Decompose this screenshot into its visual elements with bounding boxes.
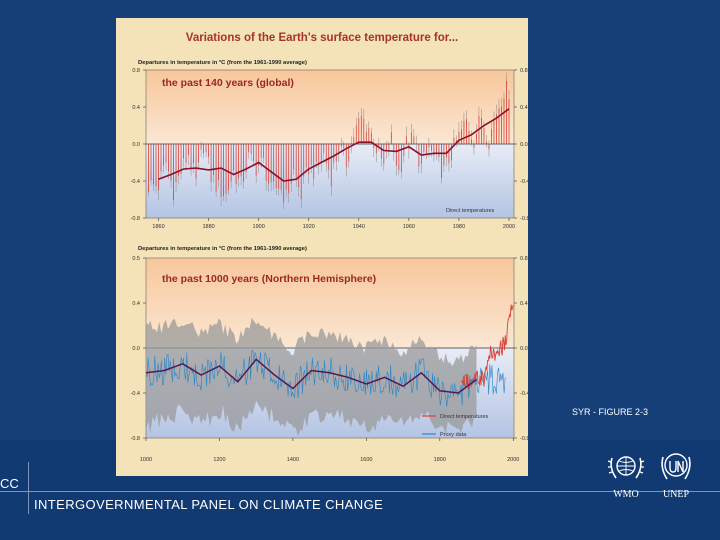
chart1-ytick-label-left: 0.0 [132, 142, 140, 148]
chart1-ytick-label: 0.8 [520, 68, 528, 74]
chart2-xtick-label: 1800 [434, 457, 446, 463]
org-name: INTERGOVERNMENTAL PANEL ON CLIMATE CHANG… [34, 497, 384, 512]
chart2-xtick-label: 1600 [360, 457, 372, 463]
chart1-xtick-label: 1860 [152, 224, 164, 230]
chart1-ytick-label: -0.8 [520, 216, 528, 222]
chart2-legend-proxy: Proxy data [440, 432, 467, 438]
chart2-ytick-label: 0.0 [520, 346, 528, 352]
figure-reference: SYR - FIGURE 2-3 [572, 407, 649, 417]
chart1-ytick-label-left: 0.4 [132, 105, 140, 111]
chart1-ylabel: Departures in temperature in °C (from th… [138, 60, 307, 66]
chart2-ytick-label-left: 0.5 [132, 256, 140, 262]
chart2-ytick-label-left: -0.4 [131, 391, 140, 397]
chart1-xtick-label: 1960 [403, 224, 415, 230]
chart1-xtick-label: 1920 [303, 224, 315, 230]
chart2-ytick-label: 0.8 [520, 256, 528, 262]
chart1-subtitle: the past 140 years (global) [162, 77, 294, 89]
chart2-ytick-label: 0.4 [520, 301, 528, 307]
unep-logo-text: UNEP [662, 489, 690, 500]
chart2-ytick-label-left: 0.0 [132, 346, 140, 352]
wmo-logo-text: WMO [613, 489, 639, 500]
chart2-ytick-label-left: -0.8 [131, 436, 140, 442]
chart1-ytick-label-left: 0.8 [132, 68, 140, 74]
chart1-xtick-label: 1980 [453, 224, 465, 230]
figure-panel: Variations of the Earth's surface temper… [116, 18, 530, 476]
chart1-xtick-label: 1900 [253, 224, 265, 230]
chart2-subtitle: the past 1000 years (Northern Hemisphere… [162, 273, 376, 285]
un-laurel-globe-icon [607, 456, 645, 479]
chart1-legend-direct: Direct temperatures [446, 208, 495, 214]
footer-divider [0, 491, 720, 492]
chart1-ytick-label: 0.0 [520, 142, 528, 148]
uncertainty-band [146, 317, 477, 437]
chart2-xtick-label: 2000 [507, 457, 519, 463]
chart2-xtick-label: 1400 [287, 457, 299, 463]
chart2-xtick-label: 1000 [140, 457, 152, 463]
chart1-ytick-label-left: -0.8 [131, 216, 140, 222]
chart2-ytick-label: -0.4 [520, 391, 528, 397]
unep-logo: UNEP [650, 448, 702, 500]
chart1-xtick-label: 1940 [353, 224, 365, 230]
unep-laurel-icon [661, 453, 691, 480]
footer-vertical-divider [28, 462, 29, 514]
smoothed-proxy-line [145, 358, 477, 394]
chart1-xtick-label: 1880 [202, 224, 214, 230]
smoothed-series-line [158, 108, 510, 182]
chart2-legend-direct: Direct temperatures [440, 414, 489, 420]
chart2-xtick-label: 1200 [213, 457, 225, 463]
chart1-xtick-label: 2000 [503, 224, 515, 230]
chart2-ytick-label-left: 0.4 [132, 301, 140, 307]
figure-title: Variations of the Earth's surface temper… [186, 32, 458, 44]
chart1-ytick-label: 0.4 [520, 105, 528, 111]
temperature-figure: Variations of the Earth's surface temper… [131, 32, 530, 463]
wmo-logo: WMO [600, 448, 652, 500]
chart1-ytick-label: -0.4 [520, 179, 528, 185]
chart2-ytick-label: -0.8 [520, 436, 528, 442]
chart2-ylabel: Departures in temperature in °C (from th… [138, 246, 307, 252]
org-fragment: CC [0, 476, 19, 491]
chart1-ytick-label-left: -0.4 [131, 179, 140, 185]
direct-temperature-line [461, 304, 514, 390]
